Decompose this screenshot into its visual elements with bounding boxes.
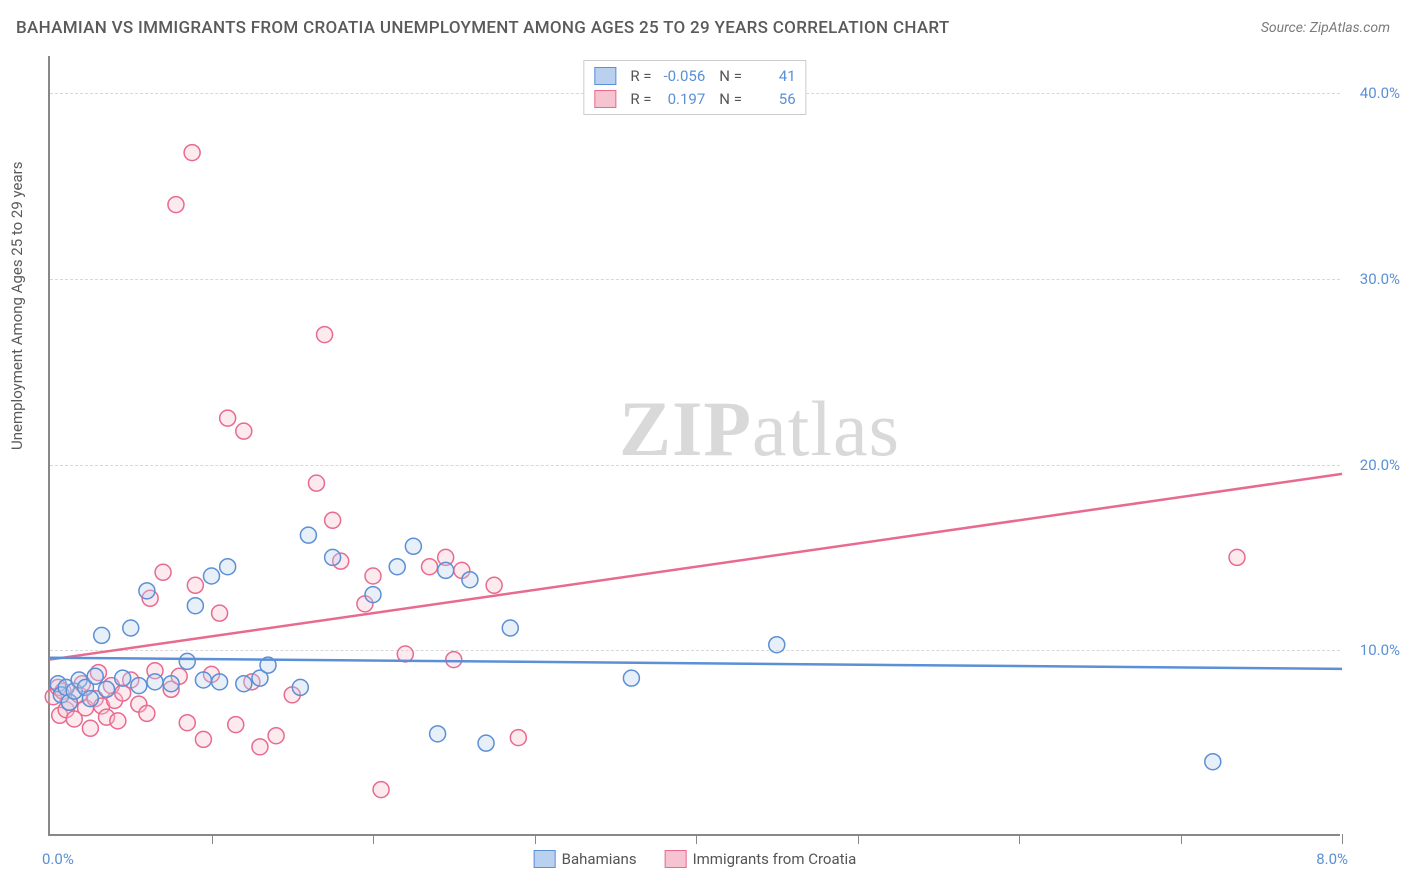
data-point [163,676,179,692]
trend-line [50,658,1342,669]
x-tick-label-max: 8.0% [1316,850,1348,868]
r-value-bahamians: -0.056 [655,65,705,88]
data-point [195,672,211,688]
data-point [236,423,252,439]
data-point [317,327,333,343]
data-point [438,562,454,578]
data-point [373,782,389,798]
data-point [502,620,518,636]
data-point [228,717,244,733]
data-point [110,713,126,729]
data-point [236,676,252,692]
data-point [147,674,163,690]
data-point [99,681,115,697]
n-label: N = [719,67,742,85]
x-tick [212,834,213,844]
data-point [204,568,220,584]
data-point [478,735,494,751]
header-row: BAHAMIAN VS IMMIGRANTS FROM CROATIA UNEM… [16,18,1390,38]
data-point [325,512,341,528]
data-point [184,145,200,161]
data-point [1229,549,1245,565]
stats-row-bahamians: R = -0.056 N = 41 [594,65,795,88]
data-point [94,627,110,643]
y-tick-label: 20.0% [1360,456,1400,474]
data-point [220,559,236,575]
data-point [115,670,131,686]
data-point [365,568,381,584]
data-point [623,670,639,686]
n-value-croatia: 56 [746,88,796,111]
x-tick [1019,834,1020,844]
data-point [187,598,203,614]
chart-title: BAHAMIAN VS IMMIGRANTS FROM CROATIA UNEM… [16,18,950,38]
x-tick [1342,834,1343,844]
data-point [268,728,284,744]
swatch-bahamians [594,67,616,85]
r-value-croatia: 0.197 [655,88,705,111]
source-credit: Source: ZipAtlas.com [1261,20,1390,36]
data-point [212,674,228,690]
data-point [292,679,308,695]
x-tick-label-min: 0.0% [42,850,74,868]
data-point [179,653,195,669]
n-value-bahamians: 41 [746,65,796,88]
y-tick-label: 30.0% [1360,270,1400,288]
data-point [87,668,103,684]
legend-item-croatia: Immigrants from Croatia [665,850,857,868]
plot-area: ZIPatlas 10.0%20.0%30.0%40.0% R = -0.056… [48,56,1340,836]
data-point [446,652,462,668]
data-point [220,410,236,426]
data-point [179,715,195,731]
data-point [1205,754,1221,770]
swatch-croatia [594,90,616,108]
x-tick [535,834,536,844]
data-point [405,538,421,554]
data-point [462,572,478,588]
legend-label-croatia: Immigrants from Croatia [693,850,857,868]
data-point [123,620,139,636]
data-point [422,559,438,575]
data-point [139,705,155,721]
data-point [168,197,184,213]
data-point [300,527,316,543]
x-tick [696,834,697,844]
stats-row-croatia: R = 0.197 N = 56 [594,88,795,111]
legend-item-bahamians: Bahamians [534,850,637,868]
y-tick-label: 10.0% [1360,641,1400,659]
data-point [308,475,324,491]
data-point [486,577,502,593]
legend-label-bahamians: Bahamians [562,850,637,868]
stats-legend: R = -0.056 N = 41 R = 0.197 N = 56 [583,60,806,115]
data-point [769,637,785,653]
x-tick [1181,834,1182,844]
data-point [325,549,341,565]
x-tick [373,834,374,844]
swatch-croatia-2 [665,850,687,868]
r-label-2: R = [630,90,651,108]
data-point [82,691,98,707]
data-point [389,559,405,575]
swatch-bahamians-2 [534,850,556,868]
x-tick [858,834,859,844]
data-point [212,605,228,621]
n-label-2: N = [719,90,742,108]
y-tick-label: 40.0% [1360,84,1400,102]
trend-line [50,474,1342,660]
data-point [139,583,155,599]
data-point [187,577,203,593]
data-point [252,739,268,755]
data-point [131,678,147,694]
data-point [195,731,211,747]
data-point [365,587,381,603]
data-point [510,730,526,746]
series-legend: Bahamians Immigrants from Croatia [534,850,857,868]
r-label: R = [630,67,651,85]
data-point [430,726,446,742]
chart-svg [50,56,1340,834]
data-point [155,564,171,580]
y-axis-label: Unemployment Among Ages 25 to 29 years [8,162,26,450]
data-point [82,720,98,736]
